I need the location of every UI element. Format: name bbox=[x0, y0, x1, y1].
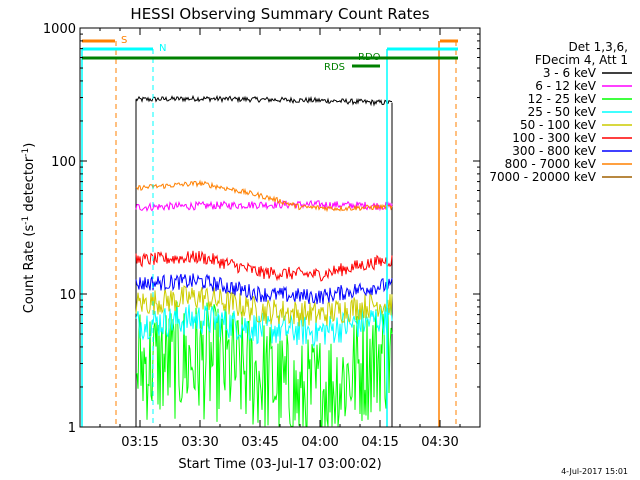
y-axis-label-part3: ) bbox=[22, 143, 37, 148]
annotation-rdo-label: RDO bbox=[358, 52, 381, 63]
legend-label: 7000 - 20000 keV bbox=[489, 170, 596, 184]
legend-header-decimation: FDecim 4, Att 1 bbox=[535, 53, 628, 67]
x-tick-label: 03:15 bbox=[121, 435, 158, 450]
y-tick-label: 1 bbox=[68, 421, 76, 436]
x-tick-label: 03:30 bbox=[181, 435, 218, 450]
series-line-12-25kev bbox=[135, 301, 393, 427]
series-line-800-7000kev bbox=[135, 179, 393, 213]
annotation-rds-label: RDS bbox=[324, 62, 345, 73]
x-tick-label: 04:15 bbox=[361, 435, 398, 450]
y-axis-label-part2: detector bbox=[22, 156, 37, 216]
y-tick-label: 1000 bbox=[43, 22, 76, 37]
series-line-50-100kev bbox=[135, 285, 393, 327]
annotation-n-label: N bbox=[159, 43, 166, 54]
legend-label: 6 - 12 keV bbox=[535, 79, 597, 93]
chart-title: HESSI Observing Summary Count Rates bbox=[130, 5, 429, 23]
series-line-100-300kev bbox=[135, 250, 393, 282]
y-axis-label: Count Rate (s-1 detector-1) bbox=[21, 143, 37, 314]
y-tick-label: 10 bbox=[59, 288, 76, 303]
y-axis-label-sup1: -1 bbox=[21, 216, 31, 225]
annotation-s-label: S bbox=[121, 35, 127, 46]
legend-label: 12 - 25 keV bbox=[528, 92, 597, 106]
x-tick-label: 04:00 bbox=[301, 435, 338, 450]
footer-date: 4-Jul-2017 15:01 bbox=[561, 467, 628, 476]
legend-label: 800 - 7000 keV bbox=[505, 157, 597, 171]
x-tick-label: 03:45 bbox=[241, 435, 278, 450]
legend-header-detectors: Det 1,3,6, bbox=[569, 40, 629, 54]
series-line-300-800kev bbox=[135, 273, 393, 305]
y-tick-label: 100 bbox=[51, 155, 76, 170]
legend-label: 50 - 100 keV bbox=[520, 118, 597, 132]
series-line-6-12kev bbox=[135, 199, 393, 212]
legend-label: 300 - 800 keV bbox=[512, 144, 596, 158]
plot-series-layer bbox=[135, 94, 393, 427]
y-axis-label-part1: Count Rate (s bbox=[22, 225, 37, 314]
x-axis-label: Start Time (03-Jul-17 03:00:02) bbox=[178, 457, 381, 472]
y-axis-label-sup2: -1 bbox=[21, 148, 31, 157]
legend-label: 3 - 6 keV bbox=[543, 66, 597, 80]
legend-label: 25 - 50 keV bbox=[528, 105, 597, 119]
legend-label: 100 - 300 keV bbox=[512, 131, 596, 145]
series-line-3-6kev bbox=[135, 94, 392, 107]
axis-ticks: 03:15 03:30 03:45 04:00 04:15 04:30 1 10 100 1000 bbox=[43, 22, 480, 450]
x-tick-label: 04:30 bbox=[421, 435, 458, 450]
